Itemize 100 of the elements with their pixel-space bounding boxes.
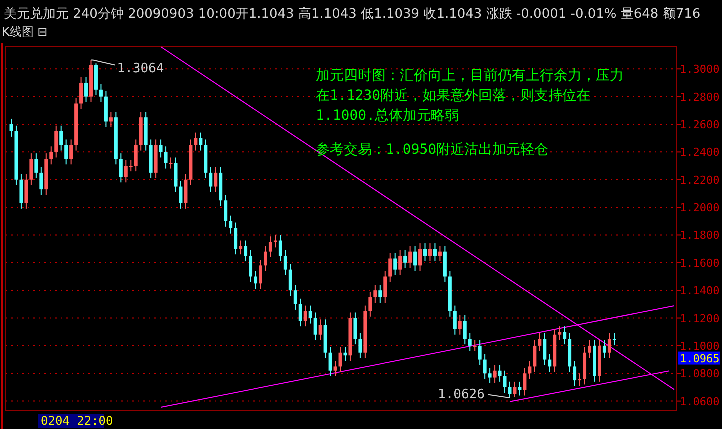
candlestick: [194, 132, 198, 152]
candlestick: [498, 364, 502, 382]
candlestick: [184, 174, 188, 210]
candlestick: [488, 368, 492, 384]
candlestick: [424, 243, 427, 262]
candlestick: [304, 305, 308, 328]
candlestick: [612, 332, 616, 346]
candlestick: [318, 319, 322, 341]
candlestick: [418, 243, 422, 272]
title: 美元兑加元 240分钟 20090903 10:00开1.1043 高1.1043 低1.1039 收1.1043 涨跌 -0.0001 -0.01% 量648 额716: [4, 7, 701, 22]
ytick: 1.1200: [680, 312, 720, 326]
candlestick: [294, 284, 298, 310]
candlestick: [404, 250, 408, 269]
candlestick: [408, 246, 412, 269]
ytick: 1.0600: [680, 395, 720, 408]
candlestick: [558, 326, 562, 341]
candlestick: [298, 298, 302, 328]
ytick: 1.2200: [680, 174, 720, 187]
candlestick: [24, 174, 28, 210]
candlestick: [533, 340, 537, 373]
candlestick: [278, 234, 282, 262]
candlestick: [608, 332, 612, 359]
candlestick: [523, 368, 527, 396]
candlestick: [468, 332, 472, 352]
candlestick: [374, 284, 378, 304]
candlestick: [249, 250, 253, 283]
candlestick: [288, 264, 292, 297]
ytick: 1.1600: [680, 256, 720, 270]
candlestick: [344, 346, 348, 362]
candlestick: [384, 270, 388, 304]
candlestick: [134, 139, 138, 172]
candlestick: [433, 243, 437, 262]
candlestick: [478, 340, 482, 366]
annotation: 1.0626: [438, 388, 485, 403]
ytick: 1.2000: [680, 202, 720, 215]
annotation: 1.0965: [680, 352, 720, 366]
candlestick: [602, 340, 606, 359]
candlestick: [164, 146, 168, 170]
candlestick: [54, 125, 58, 158]
candlestick: [378, 284, 382, 304]
ytick: 1.2800: [680, 90, 720, 104]
candlestick: [268, 236, 272, 258]
candlestick: [458, 315, 462, 336]
candlestick: [64, 139, 68, 166]
candlestick: [259, 260, 262, 290]
candlestick: [229, 215, 233, 234]
candlestick: [493, 364, 497, 384]
candlestick: [254, 270, 258, 290]
candlestick: [109, 112, 113, 128]
candlestick: [428, 243, 432, 262]
candlestick: [548, 354, 552, 373]
candlestick: [119, 153, 123, 184]
candlestick: [314, 312, 318, 341]
candlestick: [60, 125, 64, 152]
candlestick: [244, 240, 248, 262]
candlestick: [169, 157, 173, 170]
candlestick: [40, 166, 44, 196]
candlestick: [368, 291, 372, 318]
candlestick: [239, 240, 243, 256]
candlestick: [528, 360, 532, 380]
candlestick: [214, 166, 218, 193]
candlestick: [80, 76, 84, 110]
candlestick: [20, 174, 24, 210]
candlestick: [414, 246, 418, 272]
candlestick: [179, 180, 183, 210]
candlestick: [573, 360, 577, 387]
candlestick: [563, 326, 567, 346]
candlestick: [388, 252, 392, 283]
candlestick: [70, 139, 74, 166]
candlestick: [30, 153, 34, 186]
candlestick: [438, 246, 442, 262]
candlestick: [34, 153, 38, 179]
annotation: 加元四时图：汇价向上，目前仍有上行余力，压力: [316, 68, 624, 84]
ytick: 1.1800: [680, 229, 720, 242]
candlestick: [10, 118, 14, 138]
ytick: 1.1400: [680, 284, 720, 298]
candlestick: [84, 76, 88, 103]
candlestick: [398, 250, 402, 276]
candlestick: [50, 146, 54, 166]
ytick: 1.2600: [680, 118, 720, 132]
candlestick: [513, 381, 517, 398]
candlestick: [234, 222, 238, 256]
candlestick: [578, 373, 582, 387]
candlestick: [588, 340, 592, 359]
candlestick: [358, 332, 362, 359]
annotation: 在1.1230附近，如果意外回落，则支持位在: [316, 88, 591, 104]
candlestick: [99, 84, 103, 103]
candlestick: [159, 139, 163, 158]
candlestick: [224, 194, 228, 228]
candlestick: [308, 305, 312, 324]
annotation: 1.3064: [117, 61, 164, 76]
xlabel: 0204 22:00: [41, 414, 114, 428]
candlestick: [518, 381, 522, 396]
candlestick: [334, 360, 338, 377]
candlestick: [463, 315, 467, 346]
candlestick: [209, 166, 213, 193]
ytick: 1.2400: [680, 146, 720, 160]
candlestick: [199, 132, 203, 152]
candlestick: [328, 346, 332, 377]
annotation: 参考交易：1.0950附近沽出加元轻仓: [316, 142, 549, 158]
